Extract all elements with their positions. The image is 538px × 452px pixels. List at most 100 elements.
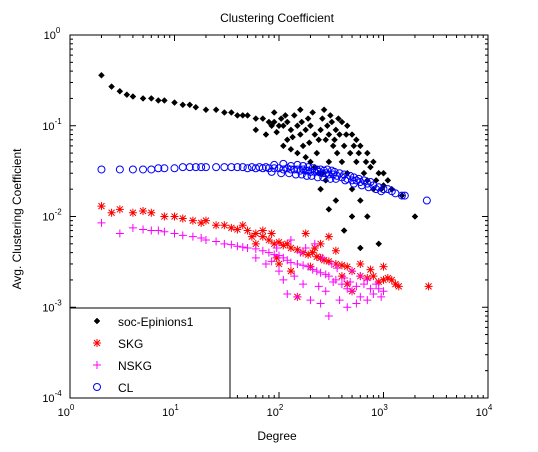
data-point xyxy=(212,237,221,246)
data-point xyxy=(307,171,316,180)
data-point xyxy=(326,112,334,119)
series-cl xyxy=(97,159,431,205)
data-point xyxy=(325,158,333,166)
data-point xyxy=(383,274,392,283)
data-point xyxy=(201,163,210,172)
data-point xyxy=(314,282,323,291)
data-point xyxy=(379,275,388,284)
data-point xyxy=(307,122,314,130)
data-point xyxy=(422,196,431,205)
data-point xyxy=(286,267,295,276)
data-point xyxy=(291,170,300,179)
data-point xyxy=(299,142,307,150)
data-point xyxy=(286,236,295,245)
data-point xyxy=(360,169,368,177)
data-point xyxy=(312,267,321,276)
data-point xyxy=(293,259,302,268)
data-point xyxy=(115,165,124,174)
data-point xyxy=(170,229,179,238)
data-point xyxy=(128,223,137,232)
data-point xyxy=(192,103,200,111)
data-point xyxy=(294,149,301,157)
data-point xyxy=(115,229,124,238)
data-point xyxy=(279,241,288,250)
data-point xyxy=(147,226,156,235)
data-point xyxy=(356,292,365,301)
data-point xyxy=(302,126,310,134)
data-point xyxy=(340,274,349,283)
x-tick-label-exponent: 4 xyxy=(488,403,493,412)
data-point xyxy=(369,272,378,281)
data-point xyxy=(356,142,364,150)
legend-marker xyxy=(93,361,101,369)
data-point xyxy=(247,232,256,241)
data-point xyxy=(270,109,278,116)
data-point xyxy=(370,158,377,166)
data-point xyxy=(188,216,197,225)
data-point xyxy=(264,248,273,257)
data-point xyxy=(272,253,281,262)
data-point xyxy=(327,259,336,268)
data-point xyxy=(170,164,179,173)
data-point xyxy=(336,131,343,138)
data-point xyxy=(343,284,352,293)
data-point xyxy=(233,163,242,172)
legend-label: SKG xyxy=(118,337,143,351)
y-tick-label-exponent: -2 xyxy=(55,208,63,217)
data-point xyxy=(424,282,433,291)
legend-label: NSKG xyxy=(118,359,152,373)
data-point xyxy=(411,213,419,220)
data-point xyxy=(308,248,317,257)
data-point xyxy=(346,171,355,180)
data-point xyxy=(297,170,306,179)
data-point xyxy=(281,112,289,119)
data-point xyxy=(304,163,313,172)
data-point xyxy=(333,264,342,273)
data-point xyxy=(366,177,375,186)
data-point xyxy=(154,164,163,173)
data-point xyxy=(325,205,333,213)
data-point xyxy=(268,122,275,130)
data-point xyxy=(267,229,276,238)
data-point xyxy=(275,267,283,276)
data-point xyxy=(379,262,388,271)
legend-label: soc-Epinions1 xyxy=(118,315,194,329)
data-point xyxy=(258,232,267,241)
data-point xyxy=(332,126,340,134)
data-point xyxy=(324,232,333,241)
data-point xyxy=(238,221,247,230)
data-point xyxy=(306,296,315,305)
data-point xyxy=(377,292,386,301)
x-axis-label: Degree xyxy=(257,429,297,443)
data-point xyxy=(154,97,162,104)
data-point xyxy=(348,131,356,138)
data-point xyxy=(251,239,260,248)
data-point xyxy=(293,245,302,254)
data-point xyxy=(262,131,270,138)
data-point xyxy=(279,165,288,174)
data-point xyxy=(319,115,326,122)
data-point xyxy=(293,292,302,301)
data-point xyxy=(201,216,210,225)
y-tick-label-exponent: 0 xyxy=(56,26,61,35)
data-point xyxy=(341,176,350,185)
data-point xyxy=(272,243,281,252)
data-point xyxy=(238,243,247,252)
data-point xyxy=(252,115,260,122)
data-point xyxy=(244,112,251,119)
data-point xyxy=(160,164,169,173)
data-point xyxy=(372,185,381,194)
data-point xyxy=(197,218,206,227)
data-point xyxy=(160,212,169,221)
data-point xyxy=(243,243,252,252)
data-point xyxy=(273,128,281,136)
data-point xyxy=(309,109,317,116)
data-point xyxy=(312,252,321,261)
data-point xyxy=(279,142,287,150)
data-point xyxy=(212,163,221,172)
data-point xyxy=(331,246,340,255)
data-point xyxy=(277,115,285,122)
data-point xyxy=(123,91,131,99)
data-point xyxy=(293,160,302,169)
